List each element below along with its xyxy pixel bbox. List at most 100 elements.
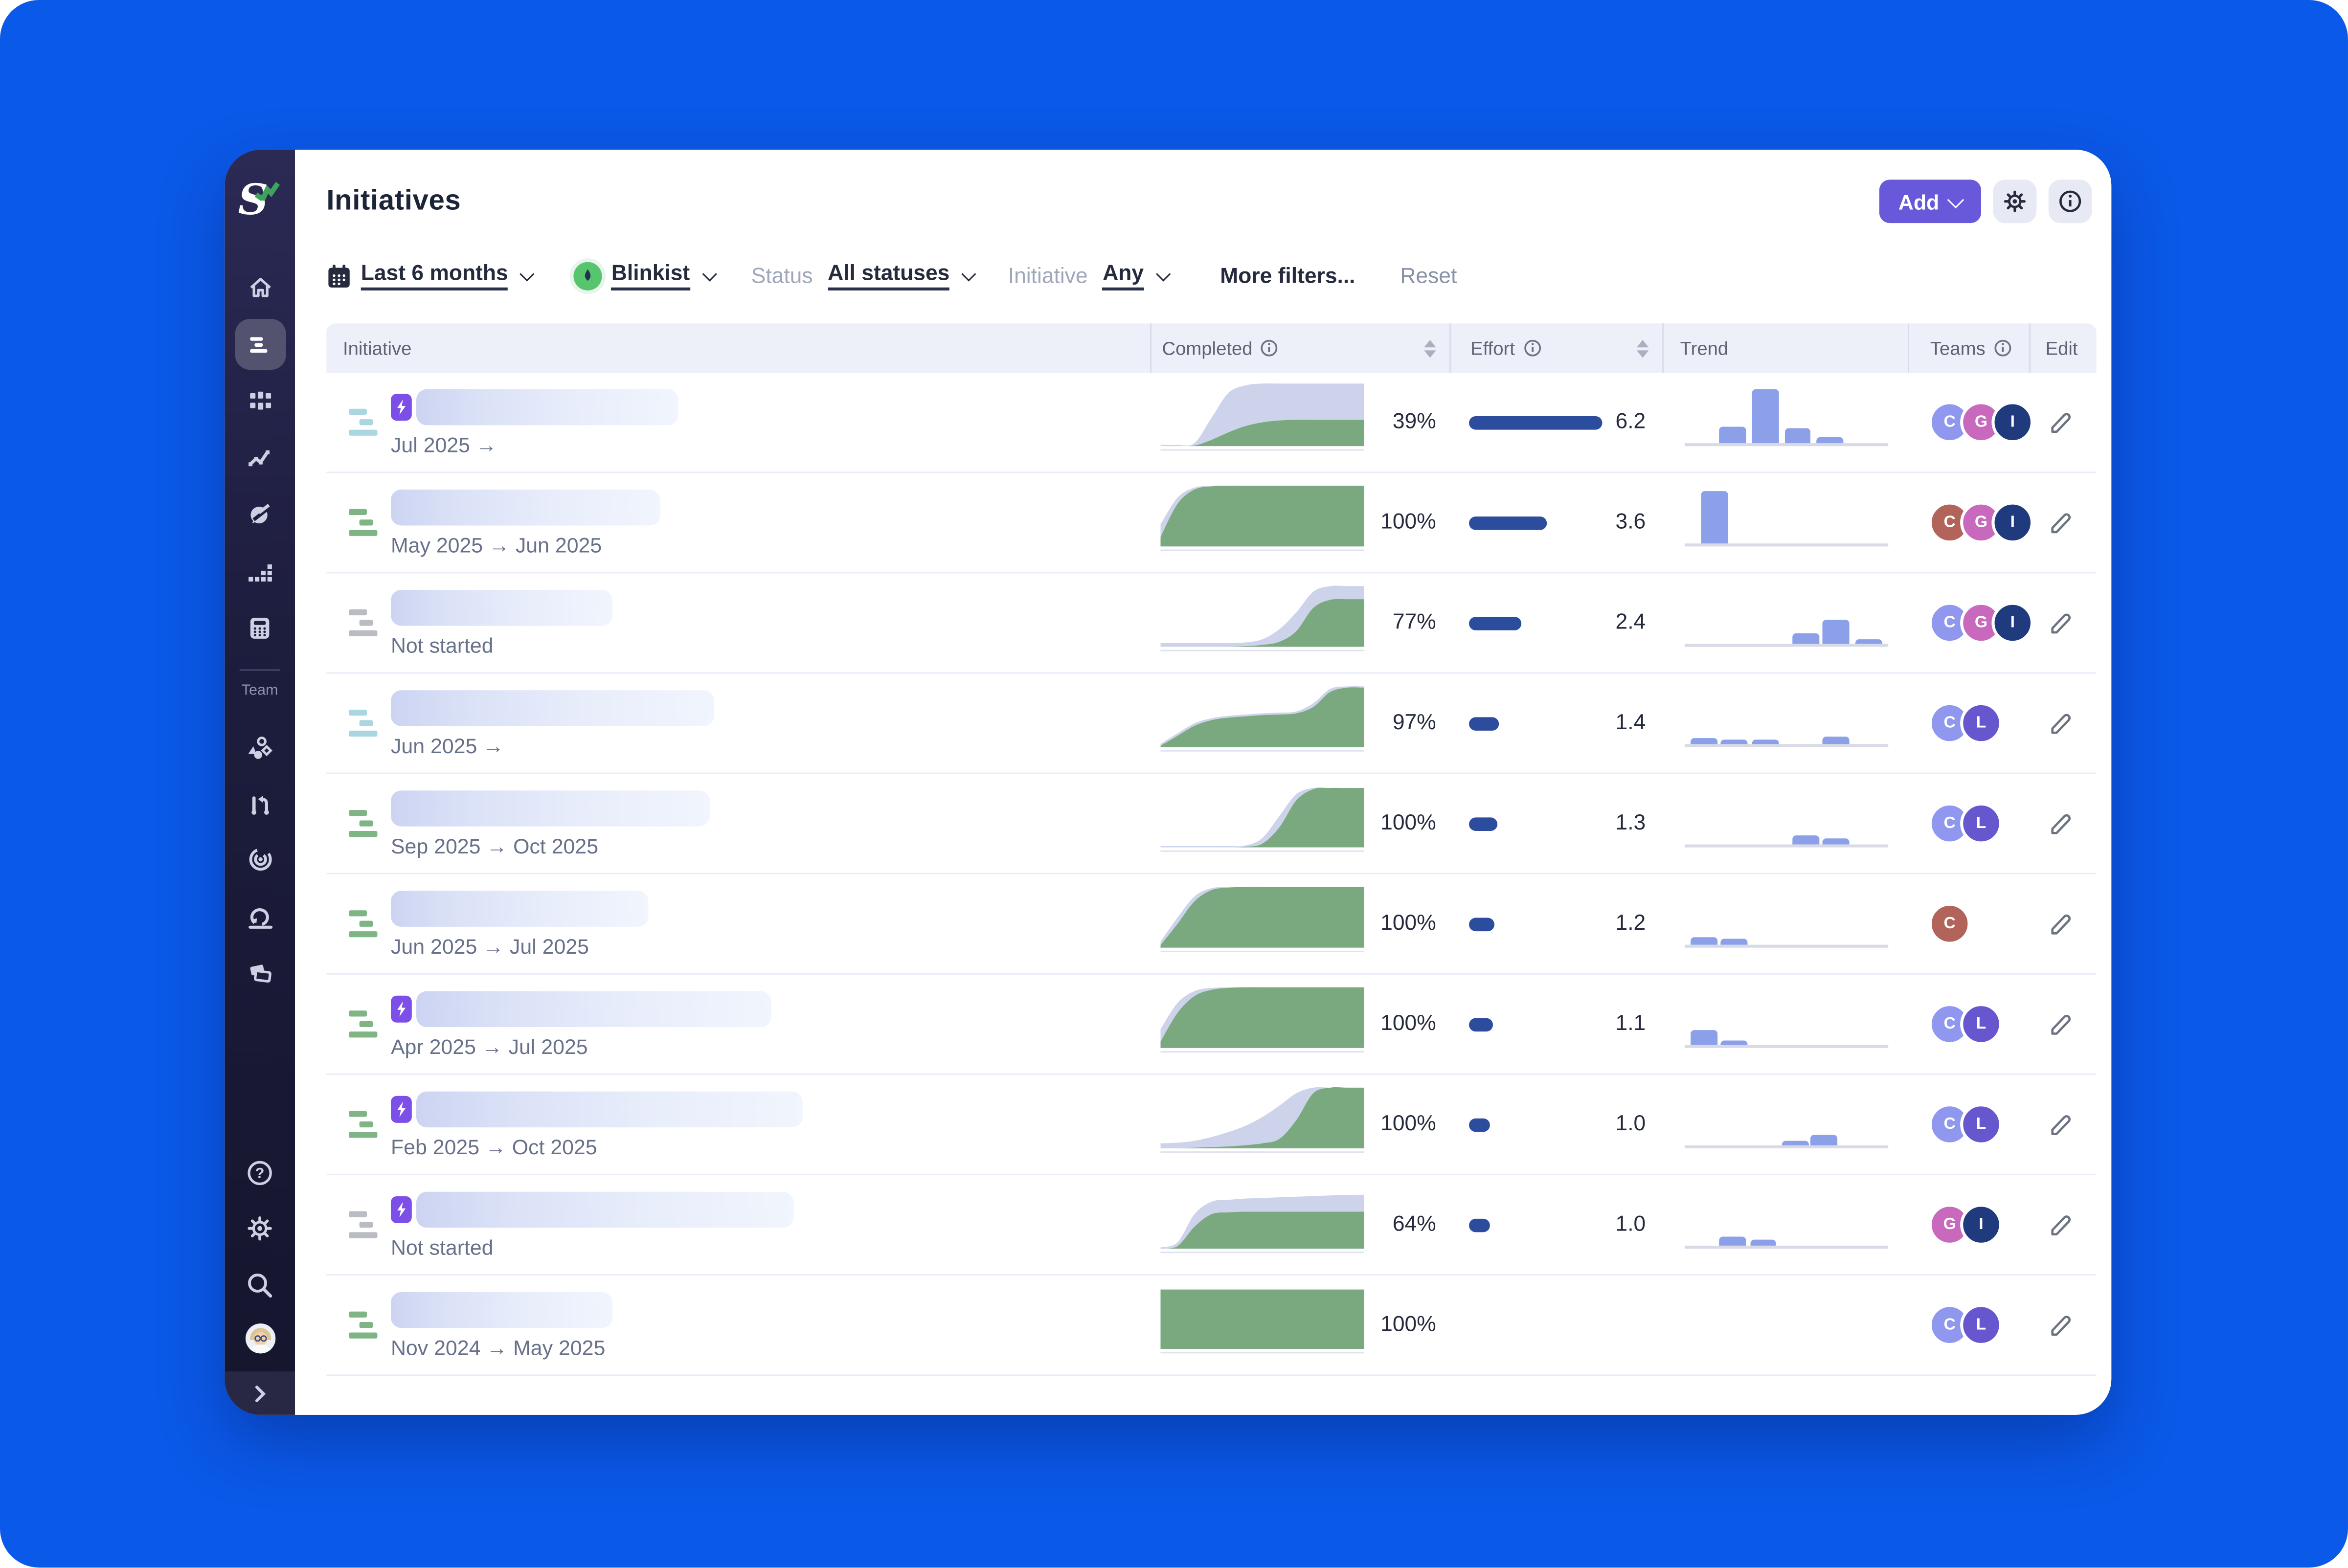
sidebar-user-avatar[interactable]	[234, 1313, 285, 1364]
sidebar-item-reports[interactable]	[234, 948, 285, 999]
sidebar-item-initiatives[interactable]	[234, 319, 286, 370]
sort-arrows[interactable]	[1424, 339, 1436, 358]
initiative-filter[interactable]: Any	[1103, 262, 1171, 291]
team-avatar[interactable]: L	[1960, 1103, 2002, 1145]
team-avatar[interactable]: I	[1991, 401, 2034, 444]
sidebar-item-pull-requests[interactable]	[234, 779, 285, 829]
completed-percent: 77%	[1392, 610, 1436, 635]
table-row[interactable]: Jun 2025 → Jul 2025 100% 1.2 C	[326, 874, 2097, 975]
sidebar-item-overview[interactable]	[234, 376, 285, 426]
team-avatar[interactable]: L	[1960, 702, 2002, 744]
sidebar-item-insights[interactable]	[234, 433, 285, 484]
user-avatar-photo	[245, 1323, 275, 1354]
initiative-dates: Sep 2025 → Oct 2025	[390, 833, 599, 857]
edit-pencil-icon[interactable]	[2049, 1011, 2074, 1037]
team-avatar[interactable]: L	[1960, 1003, 2002, 1045]
filter-bar: Last 6 months Blinkist Status All status…	[326, 262, 2092, 291]
trend-mini-chart	[1684, 382, 1889, 446]
edit-pencil-icon[interactable]	[2049, 711, 2074, 736]
team-avatar[interactable]: C	[1928, 802, 1971, 845]
sidebar-item-metrics[interactable]	[234, 545, 285, 596]
edit-pencil-icon[interactable]	[2049, 1112, 2074, 1137]
reset-filters-button[interactable]: Reset	[1400, 264, 1457, 289]
table-header: Initiative Completed Ef	[326, 323, 2097, 373]
edit-pencil-icon[interactable]	[2049, 409, 2074, 435]
app-window: S	[225, 150, 2112, 1415]
trend-bar	[1823, 838, 1850, 844]
initiative-dates: Not started	[390, 632, 494, 657]
edit-pencil-icon[interactable]	[2049, 811, 2074, 836]
trend-bar	[1823, 620, 1850, 643]
team-avatar[interactable]: L	[1960, 1304, 2002, 1346]
trend-mini-chart	[1684, 1085, 1889, 1148]
sidebar-item-feedback[interactable]	[234, 488, 285, 539]
sidebar-item-goals[interactable]	[234, 834, 285, 885]
trend-bar	[1752, 388, 1779, 443]
automation-badge-icon	[390, 394, 412, 421]
sidebar-item-settings[interactable]	[234, 1202, 285, 1253]
completed-percent: 64%	[1392, 1212, 1436, 1237]
trend-bar	[1691, 738, 1717, 743]
sidebar-item-home[interactable]	[234, 262, 285, 313]
trend-mini-chart	[1685, 1287, 1888, 1346]
workspace-filter[interactable]: Blinkist	[574, 262, 717, 291]
edit-pencil-icon[interactable]	[2049, 1212, 2074, 1237]
info-button[interactable]	[2048, 179, 2092, 224]
sidebar-divider	[239, 669, 280, 671]
initiative-name-redacted	[416, 1191, 794, 1228]
add-button[interactable]: Add	[1879, 179, 1981, 224]
status-filter-label: Status	[751, 264, 813, 289]
sidebar-collapse-toggle[interactable]	[225, 1371, 295, 1415]
edit-pencil-icon[interactable]	[2049, 911, 2074, 937]
calendar-icon	[328, 265, 350, 288]
sidebar-item-help[interactable]: ?	[234, 1147, 285, 1198]
swarmia-logo[interactable]: S	[225, 177, 295, 236]
blinkist-logo	[574, 262, 603, 291]
main-content: Initiatives Add	[295, 150, 2112, 1415]
sidebar-item-sprints[interactable]	[234, 891, 285, 941]
more-filters-button[interactable]: More filters...	[1220, 264, 1355, 289]
chevron-down-icon	[1155, 267, 1171, 282]
completed-area-chart	[1160, 380, 1364, 450]
edit-pencil-icon[interactable]	[2049, 610, 2074, 635]
gear-icon	[248, 1215, 272, 1240]
trend-bar	[1721, 938, 1748, 944]
team-avatar[interactable]: I	[1991, 602, 2034, 644]
completed-area-chart	[1160, 1182, 1364, 1253]
sidebar-item-work-log[interactable]	[234, 721, 285, 772]
info-icon	[2059, 190, 2081, 212]
team-avatar[interactable]: C	[1928, 902, 1971, 945]
edit-pencil-icon[interactable]	[2049, 1312, 2074, 1338]
sidebar-item-calculator[interactable]	[234, 602, 285, 653]
status-filter[interactable]: All statuses	[828, 262, 977, 291]
settings-button[interactable]	[1993, 179, 2037, 224]
chevron-down-icon	[701, 267, 717, 282]
workspace-value: Blinkist	[611, 262, 690, 291]
date-range-filter[interactable]: Last 6 months	[326, 262, 535, 291]
chevron-down-icon	[520, 267, 535, 282]
team-avatar[interactable]: I	[1960, 1204, 2002, 1246]
initiative-status-icon	[349, 709, 382, 737]
edit-pencil-icon[interactable]	[2049, 510, 2074, 535]
trend-bar	[1752, 739, 1779, 743]
completed-area-chart	[1160, 982, 1364, 1052]
column-header-completed[interactable]: Completed	[1150, 323, 1449, 373]
team-avatar[interactable]: I	[1991, 501, 2034, 544]
initiative-dates: Nov 2024 → May 2025	[390, 1335, 606, 1359]
sort-arrows[interactable]	[1636, 339, 1649, 358]
automation-badge-icon	[390, 995, 412, 1023]
sidebar-item-search[interactable]	[234, 1259, 285, 1310]
column-header-effort[interactable]: Effort	[1449, 323, 1662, 373]
team-avatar[interactable]: L	[1960, 802, 2002, 845]
